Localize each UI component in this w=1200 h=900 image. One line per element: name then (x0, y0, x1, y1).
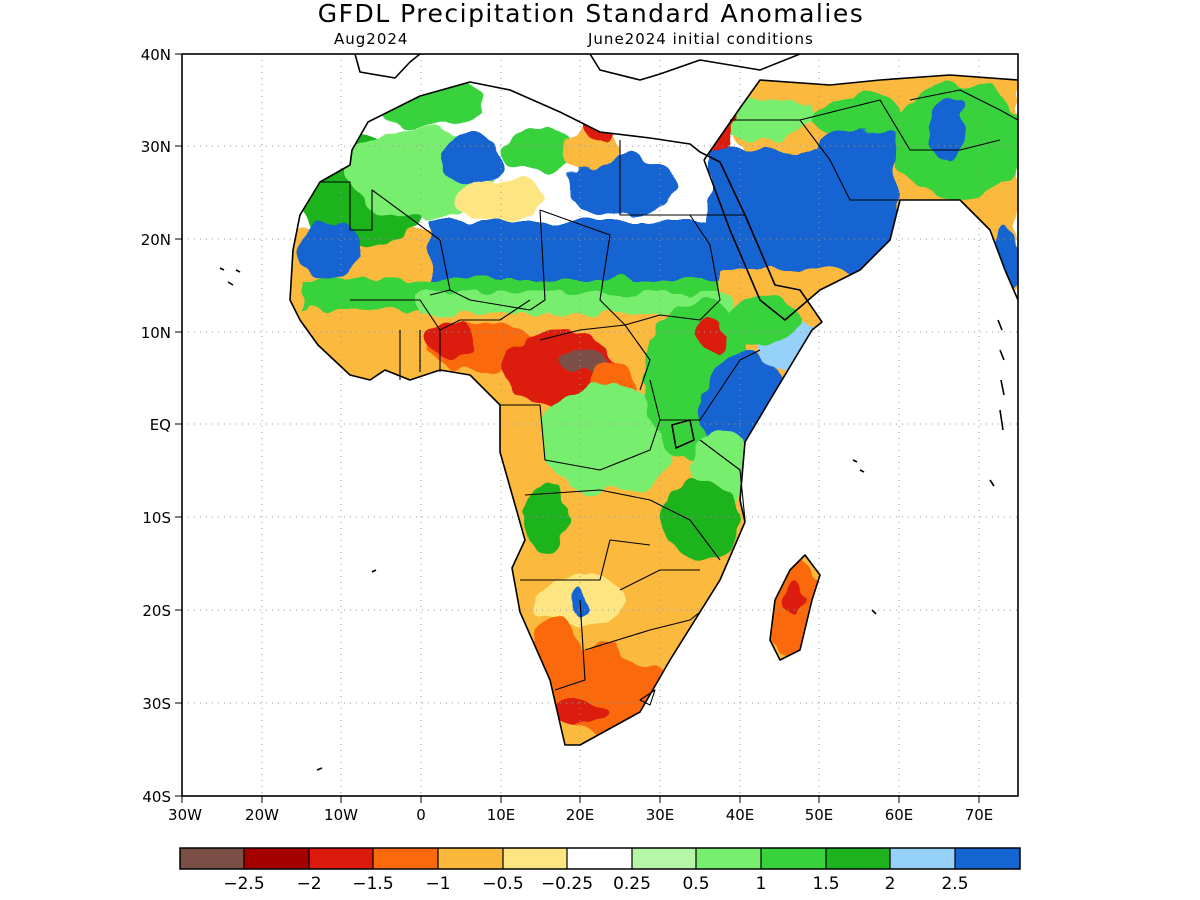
colorbar-swatch (696, 848, 761, 869)
arabia-coastline (703, 74, 1018, 321)
colorbar-label: 1 (756, 874, 767, 894)
gridlines (182, 54, 1018, 796)
colorbar-swatch (632, 848, 696, 869)
islands (219, 267, 1005, 771)
colorbar-swatch (180, 848, 244, 869)
africa-coastline (289, 81, 823, 746)
colorbar-swatch (761, 848, 826, 869)
lon-tick-label: 10E (487, 806, 516, 824)
madagascar-coastline (769, 554, 821, 661)
chart-title: GFDL Precipitation Standard Anomalies (318, 0, 864, 28)
colorbar-label: −0.5 (482, 874, 523, 894)
lon-tick-label: 0 (416, 806, 426, 824)
lon-tick-label: 10W (324, 806, 358, 824)
map-frame (181, 53, 1019, 797)
map-area (182, 54, 1018, 796)
colorbar-swatch (373, 848, 438, 869)
colorbar-swatch (826, 848, 890, 869)
colorbar-label: −0.25 (541, 874, 593, 894)
anomaly-field (290, 75, 1018, 745)
lon-tick-label: 30W (168, 806, 202, 824)
lon-tick-label: 20W (245, 806, 279, 824)
lat-tick-label: 40N (141, 46, 171, 64)
country-borders (320, 89, 1018, 706)
lake-victoria (671, 419, 695, 449)
colorbar-swatch (503, 848, 567, 869)
lon-tick-label: 30E (646, 806, 675, 824)
colorbar-label: 2 (885, 874, 896, 894)
colorbar-label: 2.5 (941, 874, 968, 894)
colorbar-swatch (890, 848, 955, 869)
colorbar-label: 1.5 (812, 874, 839, 894)
lat-tick-label: 10S (142, 509, 171, 527)
colorbar-swatch (438, 848, 503, 869)
lat-tick-label: 30N (141, 138, 171, 156)
lon-tick-label: 20E (566, 806, 595, 824)
lon-tick-label: 40E (726, 806, 755, 824)
lat-axis: 40N 30N 20N 10N EQ 10S 20S 30S 40S (141, 46, 182, 806)
colorbar-frame (179, 847, 1021, 870)
europe-coastline (354, 54, 801, 81)
lon-tick-label: 50E (805, 806, 834, 824)
colorbar-swatch (567, 848, 632, 869)
colorbar-label: −2 (296, 874, 321, 894)
lat-tick-label: 10N (141, 324, 171, 342)
colorbar-label: −1.5 (352, 874, 393, 894)
lat-tick-label: 40S (142, 788, 171, 806)
lat-tick-label: 20N (141, 231, 171, 249)
lat-tick-label: EQ (150, 416, 171, 434)
colorbar-label: −2.5 (223, 874, 264, 894)
lat-tick-label: 30S (142, 695, 171, 713)
subtitle-initial-conditions: June2024 initial conditions (587, 30, 814, 48)
colorbar: −2.5 −2 −1.5 −1 −0.5 −0.25 0.25 0.5 1 1.… (179, 847, 1021, 894)
colorbar-label: 0.25 (613, 874, 651, 894)
subtitle-month: Aug2024 (334, 30, 408, 48)
lon-tick-label: 70E (965, 806, 994, 824)
lon-axis: 30W 20W 10W 0 10E 20E 30E 40E 50E 60E 70… (168, 796, 993, 824)
colorbar-label: −1 (425, 874, 450, 894)
colorbar-swatch (955, 848, 1020, 869)
colorbar-label: 0.5 (682, 874, 709, 894)
lon-tick-label: 60E (885, 806, 914, 824)
coastlines (289, 54, 1018, 746)
colorbar-swatch (244, 848, 309, 869)
colorbar-swatch (309, 848, 373, 869)
lat-tick-label: 20S (142, 602, 171, 620)
